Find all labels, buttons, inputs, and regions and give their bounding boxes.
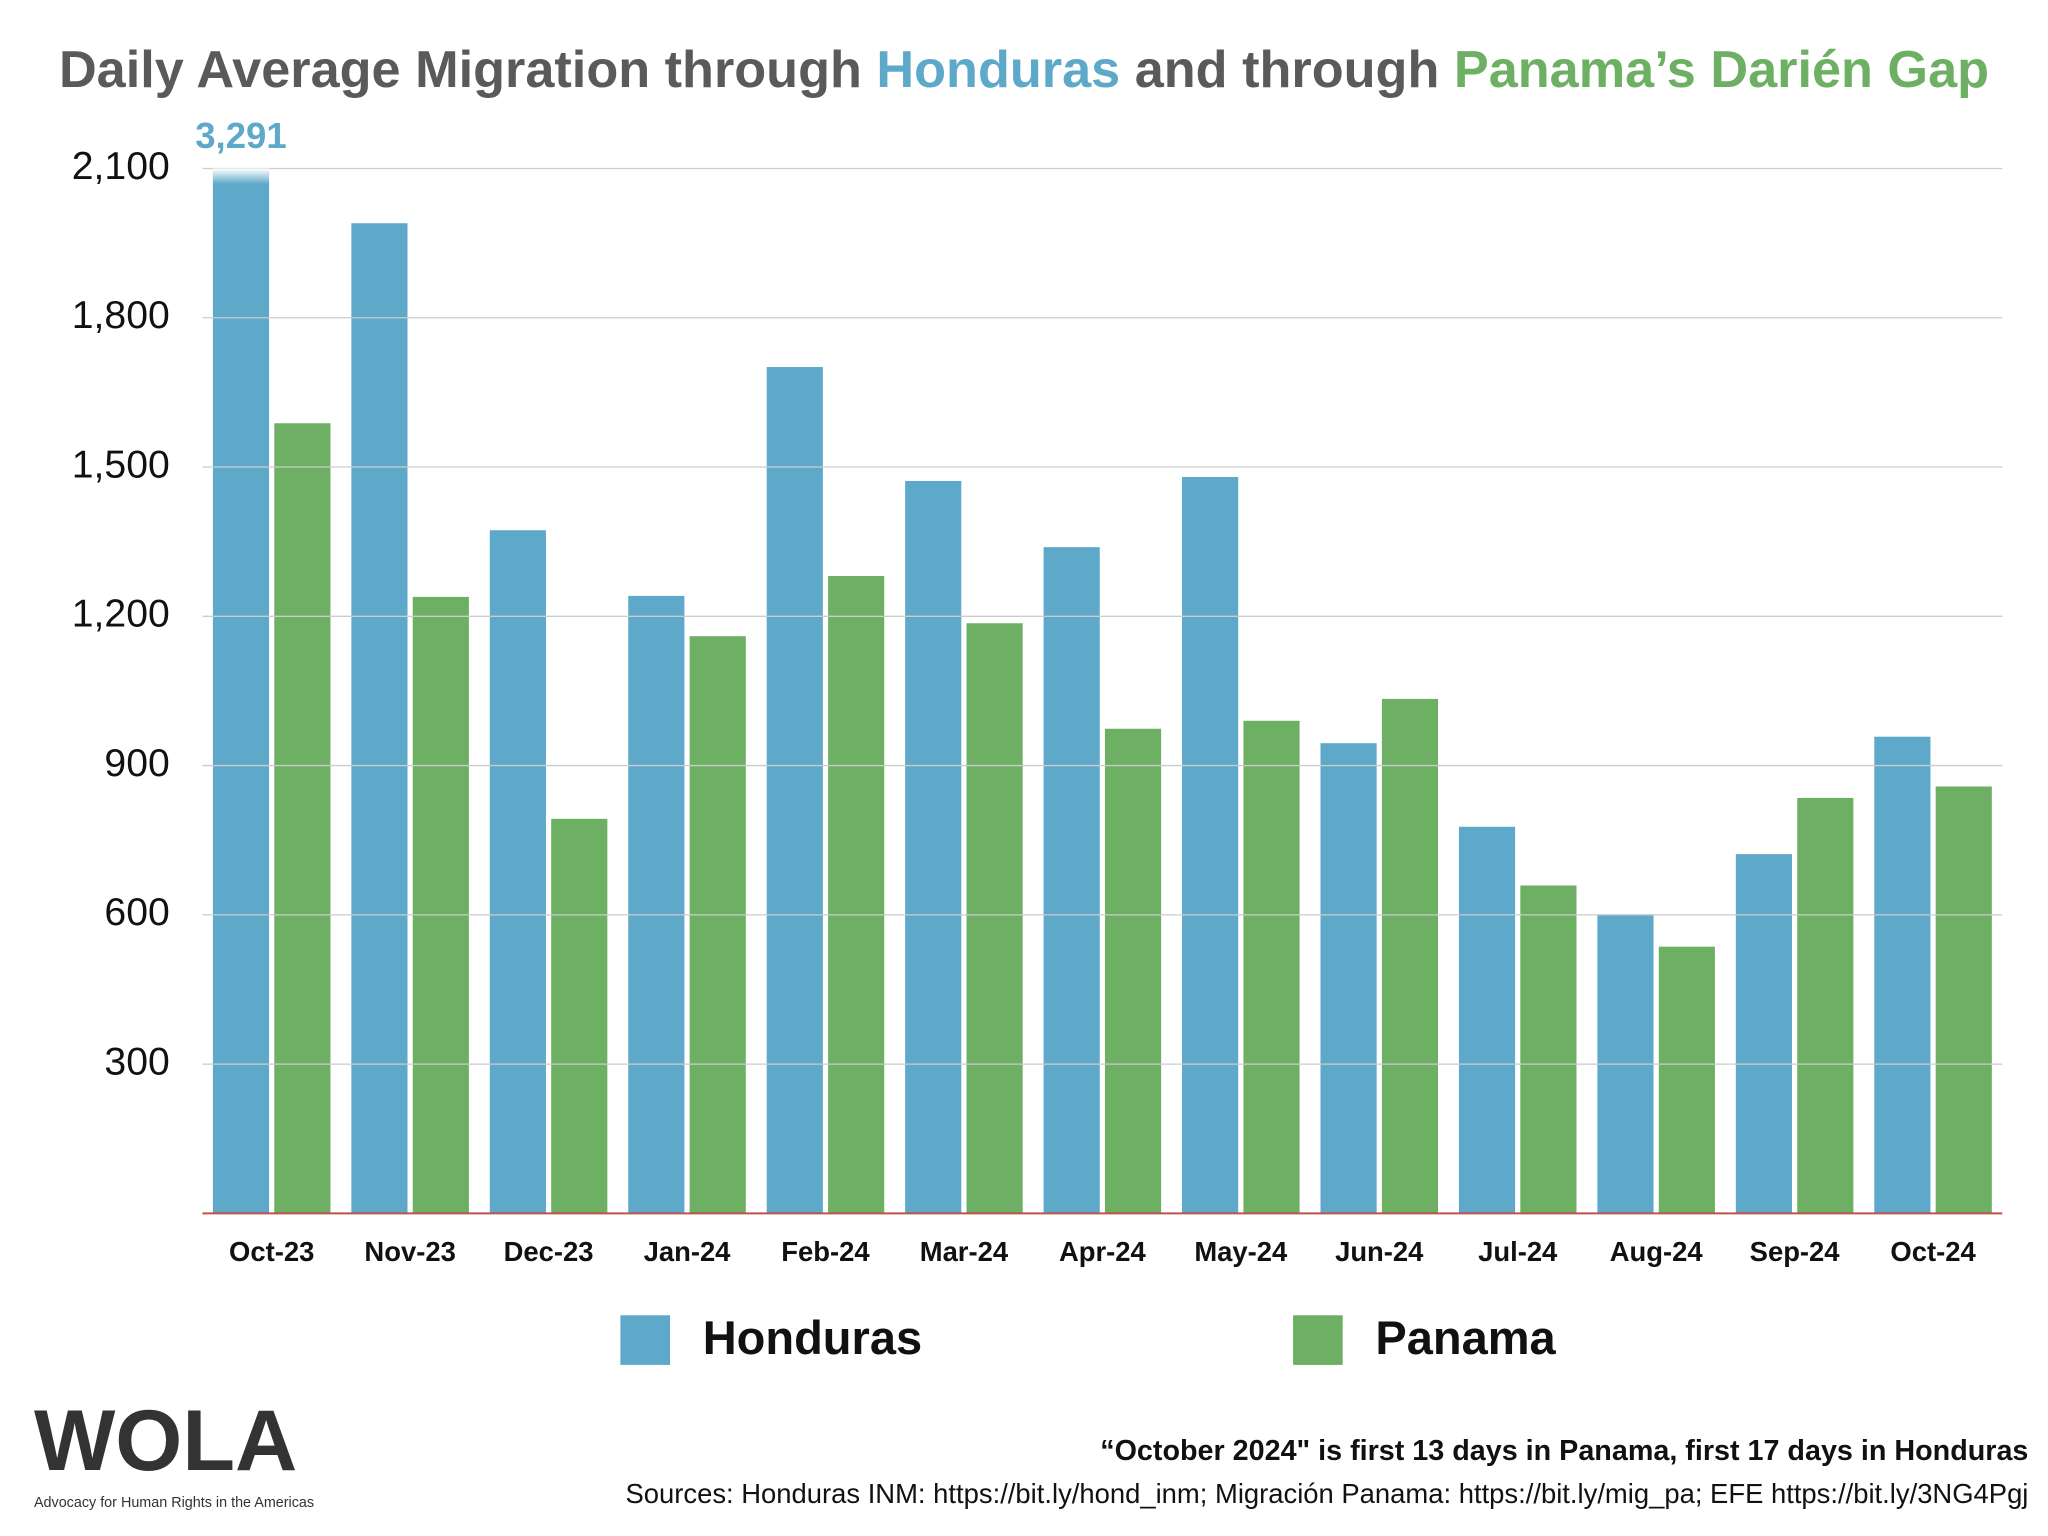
y-tick-label: 1,500: [72, 443, 170, 486]
x-tick-label: Dec-23: [504, 1236, 594, 1267]
bar: [351, 223, 408, 1214]
bar: [212, 168, 270, 1214]
x-tick-label: Nov-23: [364, 1236, 455, 1267]
y-tick-label: 1,200: [72, 593, 170, 636]
legend-label: Honduras: [703, 1311, 922, 1364]
y-tick-label: 1,800: [72, 294, 170, 337]
bar: [1243, 720, 1300, 1214]
bar-fade: [212, 168, 270, 185]
bar: [489, 530, 546, 1214]
bar: [689, 636, 746, 1214]
y-tick-label: 2,100: [72, 145, 170, 188]
x-tick-label: Oct-23: [229, 1236, 314, 1267]
bar: [628, 595, 685, 1214]
y-tick-label: 900: [104, 742, 169, 785]
bar: [1458, 826, 1516, 1214]
bar: [551, 818, 608, 1214]
bar: [766, 367, 823, 1214]
bar: [1520, 885, 1577, 1214]
x-tick-label: Jul-24: [1478, 1236, 1558, 1267]
y-tick-label: 300: [104, 1040, 169, 1083]
x-tick-label: Feb-24: [781, 1236, 870, 1267]
bar: [1182, 476, 1239, 1214]
logo-tagline: Advocacy for Human Rights in the America…: [34, 1495, 314, 1511]
bar: [1797, 797, 1854, 1214]
bar: [905, 480, 962, 1214]
bar: [1735, 854, 1792, 1214]
data-label: 3,291: [195, 115, 286, 156]
bar: [966, 623, 1023, 1214]
x-tick-label: Aug-24: [1610, 1236, 1704, 1267]
bars: [212, 168, 1992, 1214]
bar: [1381, 698, 1439, 1214]
bar: [1043, 547, 1100, 1214]
bar: [1320, 743, 1377, 1214]
sources: Sources: Honduras INM: https://bit.ly/ho…: [625, 1478, 2028, 1509]
bar: [274, 423, 331, 1214]
x-tick-label: Oct-24: [1890, 1236, 1976, 1267]
legend-swatch: [620, 1315, 671, 1365]
x-tick-label: Jun-24: [1335, 1236, 1424, 1267]
bar: [1104, 728, 1162, 1214]
title-part: Honduras: [876, 41, 1120, 99]
logo: WOLA: [34, 1393, 297, 1489]
x-tick-label: Mar-24: [920, 1236, 1009, 1267]
y-tick-label: 600: [104, 891, 169, 934]
title-part: Panama’s Darién Gap: [1454, 41, 1989, 99]
x-tick-label: Sep-24: [1750, 1236, 1841, 1267]
bar: [1658, 946, 1715, 1214]
chart-title: Daily Average Migration through Honduras…: [59, 41, 1989, 99]
plot-area: [212, 168, 1992, 1214]
legend-swatch: [1293, 1315, 1343, 1365]
x-tick-label: May-24: [1194, 1236, 1288, 1267]
x-tick-label: Jan-24: [644, 1236, 732, 1267]
title-part: Daily Average Migration through: [59, 41, 876, 99]
title-part: and through: [1120, 41, 1454, 99]
x-tick-label: Apr-24: [1059, 1236, 1147, 1267]
bar: [1935, 786, 1992, 1214]
bar: [1874, 736, 1931, 1214]
bar: [412, 596, 469, 1214]
footnote: “October 2024" is first 13 days in Panam…: [1100, 1435, 2028, 1467]
bar: [828, 576, 885, 1214]
legend-label: Panama: [1375, 1311, 1556, 1364]
